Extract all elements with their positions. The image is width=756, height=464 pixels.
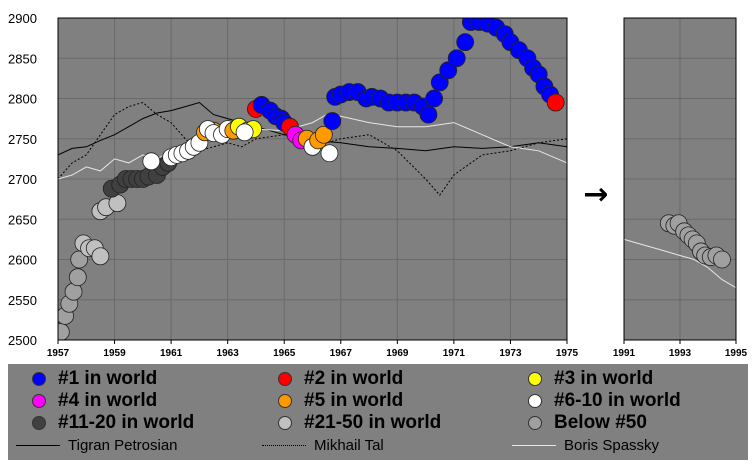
legend-marker-icon <box>528 372 542 386</box>
x-tick-label: 1967 <box>330 348 353 359</box>
y-tick-label: 2550 <box>8 293 37 308</box>
legend-label: #1 in world <box>58 368 158 389</box>
legend-line-label: Boris Spassky <box>564 436 660 454</box>
legend-item: Below #50 <box>524 412 647 434</box>
chart-legend: #1 in world #2 in world #3 in world #4 in w… <box>8 364 748 460</box>
x-tick-label: 1961 <box>160 348 183 359</box>
data-point <box>91 247 110 266</box>
plot-border <box>57 17 568 341</box>
chart-panel-1957-1975: 1957 1959 1961 1963 1965 1967 1969 1971 1973 1975 <box>47 17 579 359</box>
data-point <box>419 105 438 124</box>
x-tick-label: 1959 <box>103 348 126 359</box>
y-tick-label: 2600 <box>8 253 37 268</box>
y-tick-label: 2750 <box>8 132 37 147</box>
data-point <box>68 268 87 287</box>
legend-item: #11-20 in world <box>28 412 194 434</box>
legend-label: #5 in world <box>304 390 404 411</box>
y-tick-label: 2800 <box>8 92 37 107</box>
legend-item: #1 in world <box>28 368 157 390</box>
legend-marker-icon <box>32 394 46 408</box>
x-tick-label: 1957 <box>47 348 70 359</box>
data-point <box>546 93 565 112</box>
data-point <box>320 144 339 163</box>
y-tick-label: 2900 <box>8 11 37 26</box>
data-point <box>713 250 731 269</box>
data-point <box>425 89 443 108</box>
legend-line-item: Tigran Petrosian <box>16 436 178 454</box>
x-tick-label: 1973 <box>499 348 522 359</box>
legend-item: #21-50 in world <box>274 412 441 434</box>
data-point <box>323 112 342 130</box>
data-point <box>58 323 70 340</box>
data-point <box>235 123 254 142</box>
legend-label: #21-50 in world <box>304 412 442 433</box>
x-tick-label: 1965 <box>273 348 296 359</box>
x-tick-label: 1969 <box>386 348 409 359</box>
series-line-mikhail-tal <box>58 101 567 196</box>
legend-marker-icon <box>32 416 46 430</box>
x-tick-label: 1975 <box>556 348 579 359</box>
data-point <box>314 125 333 144</box>
legend-item: #5 in world <box>274 390 403 412</box>
legend-item: #4 in world <box>28 390 157 412</box>
legend-line-item: Mikhail Tal <box>262 436 384 454</box>
legend-item: #6-10 in world <box>524 390 681 412</box>
legend-item: #3 in world <box>524 368 653 390</box>
legend-label: Below #50 <box>554 412 647 433</box>
x-tick-label: 1971 <box>443 348 466 359</box>
legend-label: #6-10 in world <box>554 390 681 411</box>
legend-marker-icon <box>278 394 292 408</box>
plot-content <box>624 18 736 340</box>
legend-marker-icon <box>278 416 292 430</box>
x-tick-label: 1991 <box>613 348 636 359</box>
x-tick-label: 1993 <box>669 348 692 359</box>
data-point <box>447 49 466 68</box>
legend-label: #4 in world <box>58 390 158 411</box>
y-tick-label: 2850 <box>8 51 37 66</box>
series-line-boris-spassky <box>624 238 736 289</box>
legend-marker-icon <box>278 372 292 386</box>
legend-line-item: Boris Spassky <box>512 436 659 454</box>
legend-label: #11-20 in world <box>58 412 195 433</box>
y-tick-label: 2500 <box>8 333 37 348</box>
gap-arrow-icon: → <box>583 177 608 212</box>
y-tick-label: 2700 <box>8 172 37 187</box>
y-tick-label: 2650 <box>8 212 37 227</box>
legend-line-sample <box>512 444 556 446</box>
legend-line-sample <box>262 444 306 446</box>
x-tick-label: 1963 <box>217 348 240 359</box>
legend-marker-icon <box>528 394 542 408</box>
data-point <box>142 152 161 171</box>
legend-marker-icon <box>32 372 46 386</box>
legend-marker-icon <box>528 416 542 430</box>
plot-content <box>58 18 567 340</box>
x-tick-label: 1995 <box>725 348 748 359</box>
data-point <box>456 33 475 52</box>
legend-item: #2 in world <box>274 368 403 390</box>
legend-label: #3 in world <box>554 368 654 389</box>
y-axis-ticks: 2500 2550 2600 2650 2700 2750 2800 2850 2900 <box>8 11 37 348</box>
legend-label: #2 in world <box>304 368 404 389</box>
legend-line-label: Tigran Petrosian <box>68 436 178 454</box>
legend-line-label: Mikhail Tal <box>314 436 384 454</box>
legend-line-sample <box>16 444 60 446</box>
chart-panel-1991-1995: 1991 1993 1995 <box>613 17 748 359</box>
